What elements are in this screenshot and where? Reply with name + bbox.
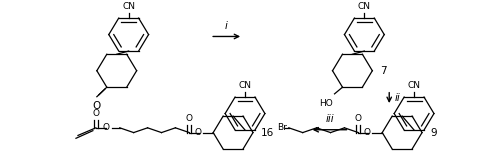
Text: HO: HO — [319, 99, 332, 108]
Text: CN: CN — [358, 2, 371, 11]
Text: Br: Br — [277, 123, 287, 132]
Text: 9: 9 — [430, 128, 436, 138]
Text: O: O — [92, 101, 101, 110]
Text: O: O — [186, 114, 193, 123]
Text: ii: ii — [394, 93, 400, 103]
Text: CN: CN — [408, 81, 420, 90]
Text: 7: 7 — [380, 66, 387, 76]
Text: O: O — [355, 114, 362, 123]
Text: O: O — [194, 128, 202, 137]
Text: CN: CN — [238, 81, 252, 90]
Text: 16: 16 — [261, 128, 274, 138]
Text: i: i — [224, 21, 228, 31]
Text: O: O — [103, 123, 110, 132]
Text: O: O — [92, 109, 100, 118]
Text: O: O — [364, 128, 370, 137]
Text: iii: iii — [325, 114, 334, 124]
Text: CN: CN — [122, 2, 135, 11]
